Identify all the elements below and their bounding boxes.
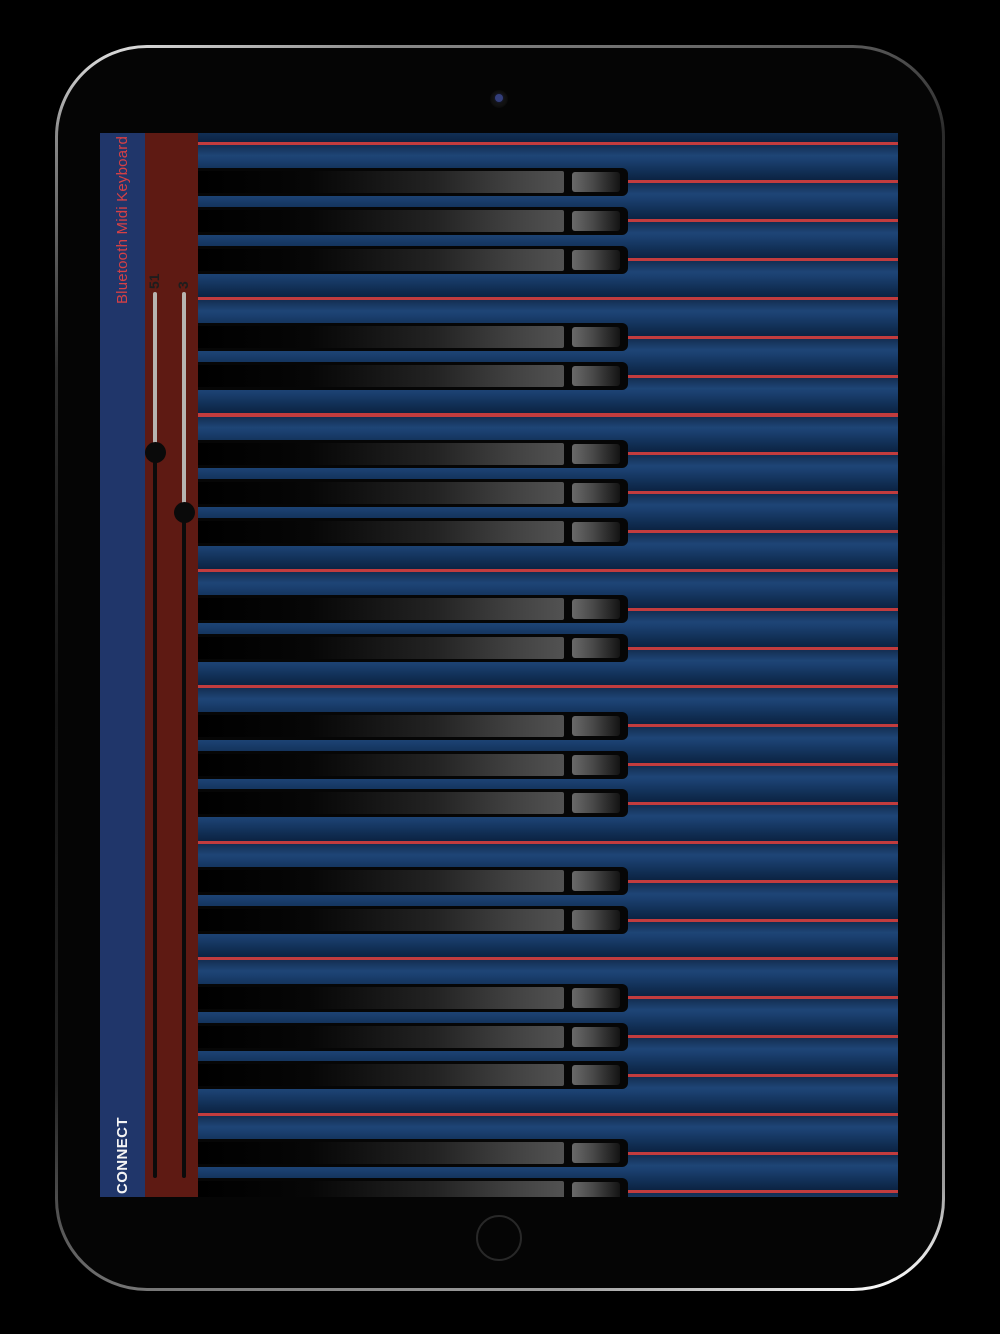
black-key-Gsharp-4[interactable] <box>198 1022 628 1051</box>
black-key-tip <box>572 599 620 620</box>
black-key-Gsharp-18[interactable] <box>198 478 628 507</box>
black-key-body <box>198 248 564 271</box>
screen: CONNECT Bluetooth Midi Keyboard 51 3 <box>100 133 898 1197</box>
black-key-body <box>198 714 564 737</box>
black-key-body <box>198 909 564 932</box>
black-key-Csharp-0[interactable] <box>198 1178 628 1197</box>
slider-1-track-filled[interactable] <box>153 453 157 1178</box>
black-key-Gsharp-11[interactable] <box>198 750 628 779</box>
black-key-body <box>198 986 564 1009</box>
black-key-tip <box>572 871 620 892</box>
black-key-body <box>198 520 564 543</box>
black-key-tip <box>572 1143 620 1164</box>
black-key-tip <box>572 987 620 1008</box>
black-key-tip <box>572 443 620 464</box>
black-key-Dsharp-15[interactable] <box>198 595 628 624</box>
black-key-body <box>198 1025 564 1048</box>
black-key-tip <box>572 638 620 659</box>
black-key-Csharp-14[interactable] <box>198 634 628 663</box>
connect-button[interactable]: CONNECT <box>114 1117 131 1194</box>
black-key-body <box>198 481 564 504</box>
toolbar: CONNECT Bluetooth Midi Keyboard <box>100 133 145 1197</box>
ipad-device: CONNECT Bluetooth Midi Keyboard 51 3 <box>55 45 945 1291</box>
black-key-Asharp-19[interactable] <box>198 439 628 468</box>
black-key-body <box>198 637 564 660</box>
black-key-body <box>198 442 564 465</box>
black-key-body <box>198 792 564 815</box>
slider-2-track-filled[interactable] <box>182 513 186 1178</box>
black-key-Asharp-5[interactable] <box>198 983 628 1012</box>
black-key-body <box>198 1064 564 1087</box>
black-key-Csharp-21[interactable] <box>198 362 628 391</box>
black-key-Fsharp-17[interactable] <box>198 517 628 546</box>
black-key-tip <box>572 327 620 348</box>
black-key-tip <box>572 910 620 931</box>
ipad-bezel: CONNECT Bluetooth Midi Keyboard 51 3 <box>58 48 942 1288</box>
front-camera-icon <box>490 90 508 108</box>
slider-1-knob[interactable] <box>144 442 166 464</box>
black-key-body <box>198 170 564 193</box>
camera-lens-glint <box>495 94 503 102</box>
black-key-Dsharp-22[interactable] <box>198 323 628 352</box>
black-key-tip <box>572 1182 620 1197</box>
black-key-body <box>198 209 564 232</box>
slider-1-value-label: 51 <box>146 273 162 289</box>
black-key-body <box>198 598 564 621</box>
black-key-tip <box>572 793 620 814</box>
black-key-tip <box>572 366 620 387</box>
black-key-Csharp-7[interactable] <box>198 906 628 935</box>
black-key-body <box>198 753 564 776</box>
black-key-tip <box>572 249 620 270</box>
black-key-Gsharp-25[interactable] <box>198 206 628 235</box>
black-key-body <box>198 1181 564 1197</box>
slider-1-track[interactable] <box>153 292 157 453</box>
black-key-Dsharp-8[interactable] <box>198 867 628 896</box>
black-key-tip <box>572 754 620 775</box>
black-key-body <box>198 870 564 893</box>
slider-2-track[interactable] <box>182 292 186 513</box>
black-key-tip <box>572 171 620 192</box>
black-key-tip <box>572 1026 620 1047</box>
black-key-tip <box>572 715 620 736</box>
black-key-tip <box>572 210 620 231</box>
black-key-Asharp-26[interactable] <box>198 167 628 196</box>
black-key-tip <box>572 521 620 542</box>
black-key-body <box>198 365 564 388</box>
black-key-Fsharp-24[interactable] <box>198 245 628 274</box>
black-key-body <box>198 1142 564 1165</box>
piano-keyboard <box>198 133 898 1197</box>
black-key-tip <box>572 482 620 503</box>
black-key-Asharp-12[interactable] <box>198 711 628 740</box>
slider-2-knob[interactable] <box>173 502 195 524</box>
app-title: Bluetooth Midi Keyboard <box>114 136 131 305</box>
white-key-C-28[interactable] <box>198 133 898 142</box>
slider-panel: 51 3 <box>144 133 198 1197</box>
slider-2-value-label: 3 <box>175 281 191 289</box>
black-key-body <box>198 326 564 349</box>
black-key-tip <box>572 1065 620 1086</box>
black-key-Fsharp-3[interactable] <box>198 1061 628 1090</box>
black-key-Dsharp-1[interactable] <box>198 1139 628 1168</box>
black-key-Fsharp-10[interactable] <box>198 789 628 818</box>
app-rotated-stage: CONNECT Bluetooth Midi Keyboard 51 3 <box>100 133 898 1197</box>
home-button[interactable] <box>476 1215 522 1261</box>
